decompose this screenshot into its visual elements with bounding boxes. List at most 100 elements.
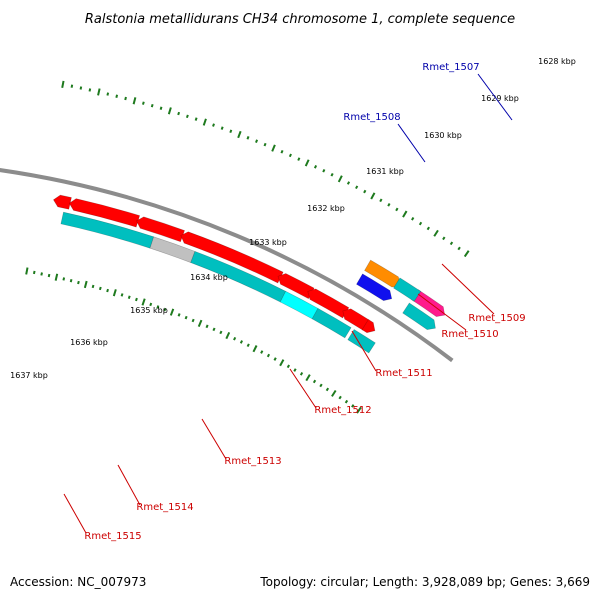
gene-leader-line bbox=[201, 418, 227, 460]
inner-tick-mark bbox=[293, 368, 297, 372]
inner-tick-mark bbox=[25, 267, 29, 275]
accession-text: Accession: NC_007973 bbox=[10, 575, 146, 589]
outer-tick-mark bbox=[346, 181, 351, 185]
kbp-tick-label: 1628 kbp bbox=[538, 57, 576, 66]
outer-tick-mark bbox=[379, 198, 383, 203]
inner-tick-mark bbox=[266, 353, 271, 358]
inner-tick-mark bbox=[344, 399, 349, 404]
outer-tick-mark bbox=[202, 118, 207, 126]
inner-tick-mark bbox=[246, 343, 250, 348]
outer-tick-mark bbox=[442, 236, 446, 241]
reverse-gene-cds bbox=[347, 329, 376, 354]
outer-tick-mark bbox=[337, 175, 343, 183]
kbp-tick-label: 1632 kbp bbox=[307, 204, 345, 213]
kbp-tick-label: 1635 kbp bbox=[130, 306, 168, 315]
inner-tick-mark bbox=[156, 305, 160, 309]
inner-tick-mark bbox=[54, 273, 59, 281]
gene-feature-rmet_1508-cds bbox=[356, 273, 393, 301]
outer-tick-mark bbox=[255, 139, 259, 143]
inner-tick-mark bbox=[106, 288, 109, 293]
gene-label-rmet_1515[interactable]: Rmet_1515 bbox=[84, 531, 141, 542]
outer-tick-mark bbox=[395, 207, 399, 212]
inner-tick-mark bbox=[141, 298, 146, 306]
inner-tick-mark bbox=[77, 280, 80, 285]
inner-tick-mark bbox=[91, 284, 95, 289]
inner-tick-mark bbox=[260, 350, 264, 354]
gene-label-rmet_1510[interactable]: Rmet_1510 bbox=[441, 329, 498, 340]
reverse-gene-feature bbox=[277, 273, 315, 300]
outer-tick-mark bbox=[433, 229, 439, 237]
inner-tick-mark bbox=[279, 359, 285, 367]
outer-tick-mark bbox=[61, 80, 65, 89]
inner-tick-mark bbox=[325, 387, 330, 392]
outer-tick-mark bbox=[124, 96, 127, 101]
inner-tick-mark bbox=[83, 280, 88, 289]
gene-label-rmet_1513[interactable]: Rmet_1513 bbox=[224, 456, 281, 467]
outer-tick-mark bbox=[70, 84, 74, 88]
inner-tick-mark bbox=[197, 319, 203, 327]
inner-tick-mark bbox=[163, 307, 167, 312]
inner-tick-mark bbox=[127, 295, 131, 299]
outer-tick-mark bbox=[449, 241, 454, 246]
chromosome-backbone bbox=[0, 168, 454, 363]
inner-tick-mark bbox=[69, 279, 73, 283]
outer-tick-mark bbox=[363, 189, 367, 194]
outer-tick-mark bbox=[463, 250, 470, 258]
gene-leader-line bbox=[289, 368, 317, 409]
outer-tick-mark bbox=[212, 123, 215, 127]
outer-tick-mark bbox=[263, 142, 267, 147]
gene-leader-line bbox=[477, 73, 513, 121]
outer-tick-mark bbox=[167, 107, 172, 115]
outer-tick-mark bbox=[106, 92, 110, 96]
inner-tick-mark bbox=[286, 364, 290, 369]
outer-tick-mark bbox=[457, 246, 461, 251]
outer-tick-mark bbox=[88, 88, 92, 92]
gene-label-rmet_1508[interactable]: Rmet_1508 bbox=[343, 112, 400, 123]
inner-tick-mark bbox=[273, 357, 277, 361]
backbone-line bbox=[0, 168, 454, 363]
outer-tick-mark bbox=[313, 165, 318, 169]
inner-tick-mark bbox=[169, 308, 175, 316]
inner-tick-mark bbox=[191, 318, 195, 323]
inner-tick-mark bbox=[331, 389, 337, 397]
outer-tick-mark bbox=[330, 172, 334, 177]
inner-tick-mark bbox=[351, 404, 355, 408]
outer-tick-mark bbox=[355, 185, 359, 190]
gene-label-rmet_1514[interactable]: Rmet_1514 bbox=[136, 502, 193, 513]
outer-tick-mark bbox=[194, 117, 198, 121]
outer-tick-mark bbox=[97, 88, 101, 96]
gene-leader-line bbox=[417, 293, 467, 331]
gene-leader-line bbox=[351, 330, 377, 372]
kbp-tick-label: 1631 kbp bbox=[366, 167, 404, 176]
gene-label-rmet_1511[interactable]: Rmet_1511 bbox=[375, 368, 432, 379]
reverse-gene-feature bbox=[361, 319, 376, 334]
gene-label-rmet_1509[interactable]: Rmet_1509 bbox=[468, 313, 525, 324]
outer-tick-mark bbox=[177, 111, 181, 116]
inner-tick-mark bbox=[177, 313, 181, 317]
gene-label-rmet_1507[interactable]: Rmet_1507 bbox=[422, 62, 479, 73]
inner-tick-mark bbox=[233, 336, 237, 341]
inner-tick-mark bbox=[239, 340, 243, 344]
map-title: Ralstonia metallidurans CH34 chromosome … bbox=[85, 12, 515, 27]
gene-label-rmet_1512[interactable]: Rmet_1512 bbox=[314, 405, 371, 416]
inner-tick-mark bbox=[219, 330, 223, 335]
outer-tick-mark bbox=[387, 203, 391, 207]
outer-tick-mark bbox=[159, 106, 163, 110]
outer-tick-mark bbox=[411, 216, 415, 221]
gene-features bbox=[53, 194, 446, 354]
inner-tick-mark bbox=[356, 406, 362, 414]
kbp-tick-label: 1630 kbp bbox=[424, 131, 462, 140]
inner-tick-mark bbox=[184, 315, 188, 320]
inner-tick-mark bbox=[225, 331, 231, 340]
inner-tick-mark bbox=[112, 289, 117, 297]
outer-tick-mark bbox=[115, 94, 119, 98]
kbp-tick-label: 1636 kbp bbox=[70, 338, 108, 347]
gene-feature-rmet_1507-segment bbox=[393, 277, 422, 302]
inner-tick-mark bbox=[205, 324, 209, 329]
outer-tick-mark bbox=[322, 168, 326, 173]
gene-feature-rmet_1507 bbox=[411, 289, 446, 317]
kbp-tick-label: 1634 kbp bbox=[190, 273, 228, 282]
outer-tick-mark bbox=[271, 144, 276, 152]
outer-tick-mark bbox=[220, 126, 224, 130]
